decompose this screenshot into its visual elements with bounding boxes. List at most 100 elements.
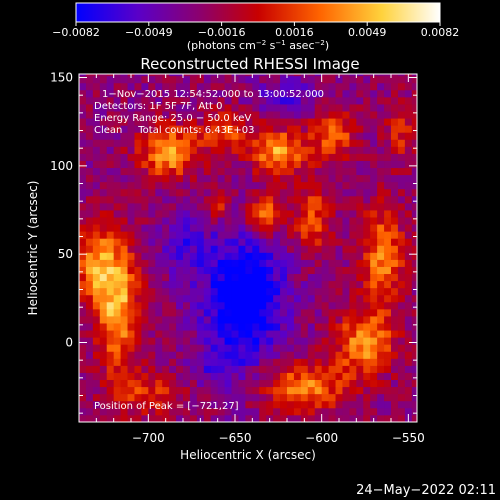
heatmap-cell: [314, 139, 323, 147]
heatmap-cell: [349, 330, 357, 338]
colorbar-tick-label: 0.0016: [275, 26, 314, 39]
heatmap-cell: [314, 195, 323, 204]
heatmap-cell: [224, 118, 232, 126]
heatmap-cell: [238, 132, 246, 140]
heatmap-cell: [356, 146, 364, 154]
heatmap-cell: [141, 344, 149, 352]
heatmap-cell: [99, 386, 108, 395]
heatmap-cell: [377, 386, 385, 395]
heatmap-cell: [259, 160, 267, 169]
heatmap-cell: [169, 174, 177, 183]
heatmap-cell: [266, 146, 274, 154]
heatmap-cell: [245, 153, 253, 161]
heatmap-cell: [411, 337, 417, 345]
heatmap-cell: [120, 393, 128, 402]
heatmap-cell: [79, 146, 87, 154]
heatmap-cell: [266, 96, 274, 105]
heatmap-cell: [266, 132, 274, 140]
heatmap-cell: [384, 252, 392, 260]
heatmap-cell: [280, 323, 288, 331]
heatmap-cell: [293, 96, 302, 105]
heatmap-cell: [196, 89, 205, 98]
heatmap-cell: [106, 75, 115, 84]
heatmap-cell: [363, 280, 371, 289]
heatmap-cell: [349, 132, 357, 140]
heatmap-cell: [300, 287, 309, 296]
heatmap-cell: [196, 337, 205, 345]
heatmap-cell: [384, 400, 392, 409]
heatmap-cell: [189, 316, 198, 324]
heatmap-cell: [245, 96, 253, 105]
heatmap-cell: [127, 280, 135, 289]
heatmap-cell: [404, 308, 413, 317]
heatmap-cell: [106, 195, 115, 204]
heatmap-cell: [127, 400, 135, 409]
heatmap-cell: [92, 330, 101, 338]
heatmap-cell: [259, 89, 267, 98]
heatmap-cell: [113, 407, 121, 416]
heatmap-cell: [384, 323, 392, 331]
heatmap-cell: [411, 82, 417, 91]
heatmap-cell: [92, 280, 101, 289]
heatmap-cell: [377, 160, 385, 169]
heatmap-cell: [113, 231, 121, 239]
heatmap-cell: [169, 125, 177, 133]
heatmap-cell: [85, 238, 94, 246]
heatmap-cell: [176, 104, 184, 112]
heatmap-cell: [397, 181, 406, 190]
heatmap-cell: [134, 316, 142, 324]
heatmap-cell: [92, 160, 101, 169]
heatmap-cell: [266, 82, 274, 91]
heatmap-cell: [183, 308, 191, 317]
heatmap-cell: [391, 195, 399, 204]
heatmap-cell: [245, 231, 253, 239]
heatmap-cell: [404, 280, 413, 289]
heatmap-cell: [321, 74, 329, 77]
heatmap-cell: [349, 74, 357, 77]
heatmap-cell: [314, 238, 323, 246]
heatmap-cell: [356, 160, 364, 169]
heatmap-cell: [335, 231, 343, 239]
colorbar: −0.0082 −0.0049 −0.0016 0.0016 0.0049 0.0082 …: [52, 2, 459, 52]
heatmap-cell: [273, 301, 281, 310]
colorbar-gradient: [76, 3, 440, 22]
heatmap-cell: [377, 132, 385, 140]
heatmap-cell: [79, 358, 87, 366]
heatmap-cell: [203, 344, 212, 352]
heatmap-cell: [391, 231, 399, 239]
heatmap-cell: [287, 224, 295, 232]
heatmap-cell: [148, 337, 156, 345]
heatmap-cell: [183, 231, 191, 239]
heatmap-cell: [224, 210, 232, 218]
heatmap-cell: [287, 104, 295, 112]
heatmap-cell: [321, 266, 329, 275]
heatmap-cell: [127, 210, 135, 218]
heatmap-cell: [113, 400, 121, 409]
heatmap-cell: [217, 344, 225, 352]
heatmap-cell: [370, 245, 378, 253]
heatmap-cell: [314, 224, 323, 232]
heatmap-cell: [321, 379, 329, 388]
heatmap-cell: [217, 96, 225, 105]
heatmap-cell: [155, 139, 163, 147]
heatmap-cell: [391, 301, 399, 310]
heatmap-cell: [127, 287, 135, 296]
heatmap-cell: [155, 330, 163, 338]
heatmap-cell: [245, 104, 253, 112]
heatmap-cell: [287, 195, 295, 204]
heatmap-cell: [370, 316, 378, 324]
heatmap-cell: [134, 245, 142, 253]
heatmap-cell: [377, 252, 385, 260]
heatmap-cell: [321, 386, 329, 395]
heatmap-cell: [217, 195, 225, 204]
heatmap-cell: [141, 280, 149, 289]
heatmap-cell: [141, 259, 149, 267]
heatmap-cell: [120, 414, 128, 422]
heatmap-cell: [280, 188, 288, 197]
heatmap-cell: [176, 414, 184, 422]
heatmap-cell: [397, 217, 406, 225]
heatmap-cell: [349, 174, 357, 183]
heatmap-cell: [224, 386, 232, 395]
heatmap-cell: [287, 365, 295, 373]
heatmap-cell: [210, 238, 219, 246]
